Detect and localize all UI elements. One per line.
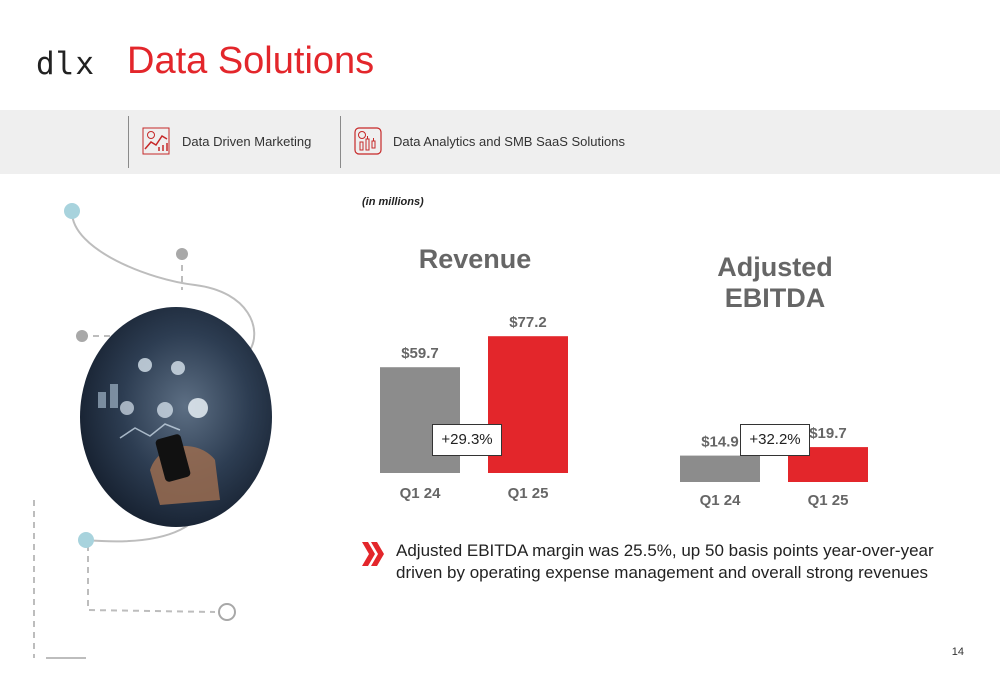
- marketing-chart-icon: [142, 127, 170, 155]
- gray-node-icon: [176, 248, 188, 260]
- ebitda-growth-label: +32.2%: [740, 424, 810, 456]
- ring-node-icon: [218, 603, 236, 621]
- ebitda-value-label: $19.7: [809, 425, 847, 442]
- analytics-photo-icon: [80, 307, 272, 527]
- decorative-illustration: [33, 203, 272, 659]
- teal-node-icon: [64, 203, 80, 219]
- ebitda-category-label: Q1 25: [808, 492, 849, 509]
- gray-node-icon: [76, 330, 88, 342]
- page-number: 14: [951, 646, 964, 658]
- teal-node-icon: [78, 532, 94, 548]
- ebitda-value-label: $14.9: [701, 434, 739, 451]
- page-title: Data Solutions: [127, 40, 375, 82]
- revenue-chart-title: Revenue: [418, 244, 532, 274]
- revenue-bar-chart: $59.7 Q1 24 $77.2 Q1 25: [380, 314, 568, 502]
- company-logo: dlx: [36, 46, 95, 82]
- nav-divider: [128, 116, 129, 168]
- nav-divider: [340, 116, 341, 168]
- nav-item-data-driven-marketing: Data Driven Marketing: [182, 134, 312, 149]
- revenue-value-label: $59.7: [401, 345, 439, 362]
- nav-item-data-analytics: Data Analytics and SMB SaaS Solutions: [393, 134, 625, 149]
- ebitda-category-label: Q1 24: [700, 492, 742, 509]
- units-note: (in millions): [362, 196, 424, 208]
- double-chevron-icon: [362, 542, 384, 566]
- revenue-bar-q1-24: [380, 367, 460, 473]
- revenue-category-label: Q1 25: [508, 485, 549, 502]
- revenue-growth-label: +29.3%: [432, 424, 502, 456]
- analytics-dashboard-icon: [354, 127, 382, 155]
- ebitda-bar-q1-24: [680, 455, 760, 482]
- revenue-category-label: Q1 24: [400, 485, 442, 502]
- ebitda-bar-chart: $14.9 Q1 24 $19.7 Q1 25: [680, 425, 868, 509]
- callout-text: Adjusted EBITDA margin was 25.5%, up 50 …: [396, 541, 934, 582]
- segment-nav-band: Data Driven Marketing Data Analytics and…: [0, 110, 1000, 174]
- ebitda-chart-title: Adjusted EBITDA: [717, 252, 833, 313]
- revenue-value-label: $77.2: [509, 314, 547, 331]
